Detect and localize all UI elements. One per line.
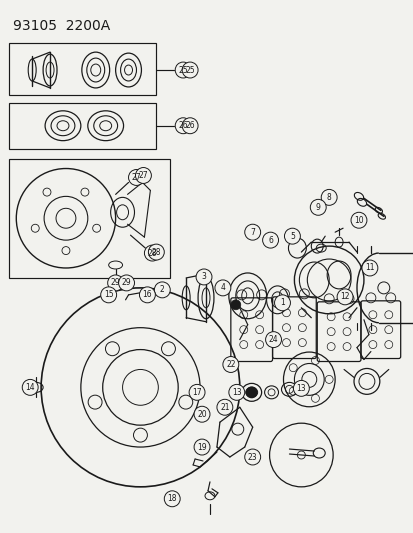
Text: 26: 26 — [185, 121, 195, 130]
Circle shape — [196, 269, 211, 285]
Bar — [9, 43, 156, 95]
Text: 9: 9 — [315, 203, 320, 212]
Text: 6: 6 — [268, 236, 272, 245]
Circle shape — [148, 244, 164, 260]
Circle shape — [139, 287, 155, 303]
Circle shape — [222, 357, 238, 373]
Circle shape — [182, 118, 197, 134]
Circle shape — [189, 384, 204, 400]
Circle shape — [175, 118, 191, 134]
Text: 21: 21 — [220, 403, 229, 412]
Text: 28: 28 — [147, 248, 157, 257]
Text: 18: 18 — [167, 494, 176, 503]
Circle shape — [194, 439, 209, 455]
Text: 27: 27 — [138, 171, 148, 180]
Text: 4: 4 — [220, 284, 225, 293]
Text: 26: 26 — [178, 121, 188, 130]
Circle shape — [175, 62, 191, 78]
Circle shape — [164, 491, 180, 507]
Circle shape — [293, 381, 309, 397]
Text: 25: 25 — [185, 66, 195, 75]
Text: 3: 3 — [201, 272, 206, 281]
Circle shape — [194, 406, 209, 422]
Text: 2: 2 — [159, 285, 164, 294]
Text: 23: 23 — [247, 453, 257, 462]
Text: 10: 10 — [353, 216, 363, 225]
Text: 20: 20 — [197, 410, 206, 419]
Text: 11: 11 — [364, 263, 374, 272]
Circle shape — [361, 260, 377, 276]
Circle shape — [320, 189, 336, 205]
Circle shape — [262, 232, 278, 248]
Text: 19: 19 — [197, 442, 206, 451]
Circle shape — [100, 287, 116, 303]
Circle shape — [336, 289, 352, 305]
Circle shape — [350, 212, 366, 228]
Circle shape — [228, 384, 244, 400]
Text: 93105  2200A: 93105 2200A — [13, 19, 110, 33]
Circle shape — [244, 224, 260, 240]
Circle shape — [216, 399, 232, 415]
Text: 27: 27 — [131, 173, 141, 182]
Circle shape — [107, 275, 123, 291]
Text: 12: 12 — [339, 292, 349, 301]
Circle shape — [182, 62, 197, 78]
Text: 1: 1 — [280, 298, 284, 308]
Circle shape — [154, 282, 170, 298]
Circle shape — [118, 275, 134, 291]
Text: 16: 16 — [142, 290, 152, 300]
Circle shape — [284, 228, 300, 244]
Text: 25: 25 — [178, 66, 188, 75]
Bar — [9, 103, 156, 149]
Circle shape — [144, 245, 160, 261]
Text: 13: 13 — [231, 388, 241, 397]
Text: 14: 14 — [25, 383, 35, 392]
Bar — [9, 158, 170, 278]
Circle shape — [265, 332, 281, 348]
Text: 13: 13 — [296, 384, 306, 393]
Circle shape — [245, 386, 257, 398]
Circle shape — [128, 169, 144, 185]
Text: 5: 5 — [289, 232, 294, 241]
Circle shape — [135, 167, 151, 183]
Circle shape — [244, 449, 260, 465]
Text: 8: 8 — [326, 193, 331, 202]
Text: 22: 22 — [225, 360, 235, 369]
Text: 17: 17 — [192, 388, 202, 397]
Circle shape — [230, 300, 240, 310]
Circle shape — [274, 295, 290, 311]
Circle shape — [310, 199, 325, 215]
Text: 24: 24 — [268, 335, 278, 344]
Circle shape — [214, 280, 230, 296]
Text: 29: 29 — [111, 278, 120, 287]
Text: 29: 29 — [121, 278, 131, 287]
Text: 15: 15 — [104, 290, 113, 300]
Text: 28: 28 — [151, 247, 161, 256]
Text: 7: 7 — [249, 228, 254, 237]
Circle shape — [22, 379, 38, 395]
